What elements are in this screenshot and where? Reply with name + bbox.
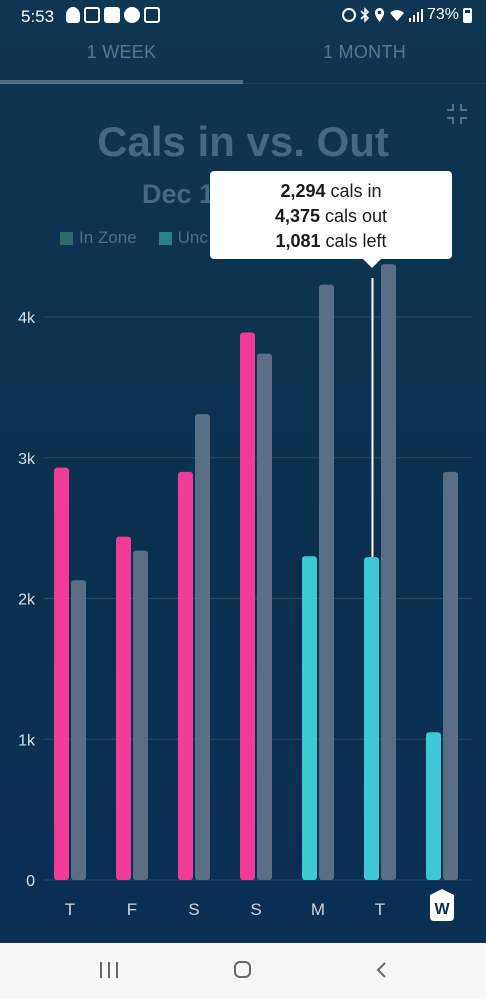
bar-cals-out[interactable] [381,264,396,880]
collapse-icon[interactable] [446,103,468,125]
battery-icon [463,7,472,23]
legend-item-in-zone: In Zone [60,228,137,248]
legend-item-under: Unc [158,228,208,248]
bar-cals-in[interactable] [364,557,379,880]
x-tick-label[interactable]: S [250,900,261,919]
tab-1-month[interactable]: 1 MONTH [322,42,407,62]
y-tick-label: 0 [26,873,35,890]
tooltip-cals-out: 4,375 cals out [274,206,388,226]
axis-labels: 0 1k 2k 3k 4k T F S S M T W [18,310,454,921]
recent-apps-icon[interactable] [100,962,118,978]
notification-icons [66,7,160,23]
wifi-icon [389,7,405,23]
bar-cals-out[interactable] [319,284,334,880]
bluetooth-icon [360,7,370,23]
app-screen: 5:53 73% 1 WEEK 1 MONTH [0,0,486,943]
selected-day-tooltip: 2,294 cals in 4,375 cals out 1,081 cals … [210,171,452,268]
today-badge[interactable] [430,889,454,921]
back-icon[interactable] [374,962,390,978]
bar-base-shadow [54,880,86,930]
bar-cals-in[interactable] [426,732,441,880]
chart-subtitle: Dec 1 [142,179,215,209]
alarm-icon [341,8,356,22]
bar-cals-in[interactable] [240,332,255,880]
app-s-icon [104,7,120,23]
status-right: 73% [341,6,472,24]
gallery-icon [144,7,160,23]
tab-divider [0,83,486,84]
bar-cals-in[interactable] [116,536,131,880]
y-tick-label: 1k [18,732,36,749]
app-t-icon [124,7,140,23]
tooltip-cals-left: 1,081 cals left [275,231,387,251]
signal-icon [408,7,423,23]
x-tick-label[interactable]: T [375,900,385,919]
x-tick-label[interactable]: S [188,900,199,919]
legend-swatch-under [158,231,172,245]
bar-cals-out[interactable] [195,414,210,880]
home-icon[interactable] [234,961,251,978]
bar-cals-out[interactable] [257,353,272,881]
mail-icon [84,7,100,23]
location-icon [374,7,385,23]
bar-base-shadow [240,880,272,930]
bar-base-shadow [302,880,334,930]
x-tick-label[interactable]: M [311,900,325,919]
y-tick-label: 3k [18,451,36,468]
bar-cals-in[interactable] [178,471,193,880]
system-navigation-bar [0,943,486,999]
bar-cals-in[interactable] [54,467,69,880]
y-tick-label: 2k [18,592,36,609]
tab-1-week[interactable]: 1 WEEK [86,42,157,62]
legend-label-in-zone: In Zone [79,228,137,247]
bar-cals-in[interactable] [302,556,317,880]
bar-cals-out[interactable] [443,471,458,880]
active-tab-indicator [0,80,243,84]
status-bar: 5:53 73% [0,0,486,32]
bar-base-shadow [116,880,148,930]
battery-percent: 73% [426,6,459,23]
x-tick-label[interactable]: T [65,900,75,919]
bar-chart: 0 1k 2k 3k 4k T F S S M T W [18,264,472,930]
tooltip-cals-in: 2,294 cals in [280,181,382,201]
status-time: 5:53 [21,7,55,26]
bars [54,264,458,930]
bar-base-shadow [178,880,210,930]
bar-cals-out[interactable] [71,580,86,880]
chart-legend: In Zone Unc [60,228,230,248]
y-tick-label: 4k [18,310,36,327]
chart-title: Cals in vs. Out [97,118,389,165]
x-tick-label[interactable]: F [127,900,137,919]
fitbit-notification-icon [66,7,80,23]
x-tick-label[interactable]: W [434,901,450,918]
legend-label-under: Unc [177,228,208,247]
bar-cals-out[interactable] [133,550,148,880]
legend-swatch-in-zone [60,231,73,245]
bar-base-shadow [364,880,396,930]
